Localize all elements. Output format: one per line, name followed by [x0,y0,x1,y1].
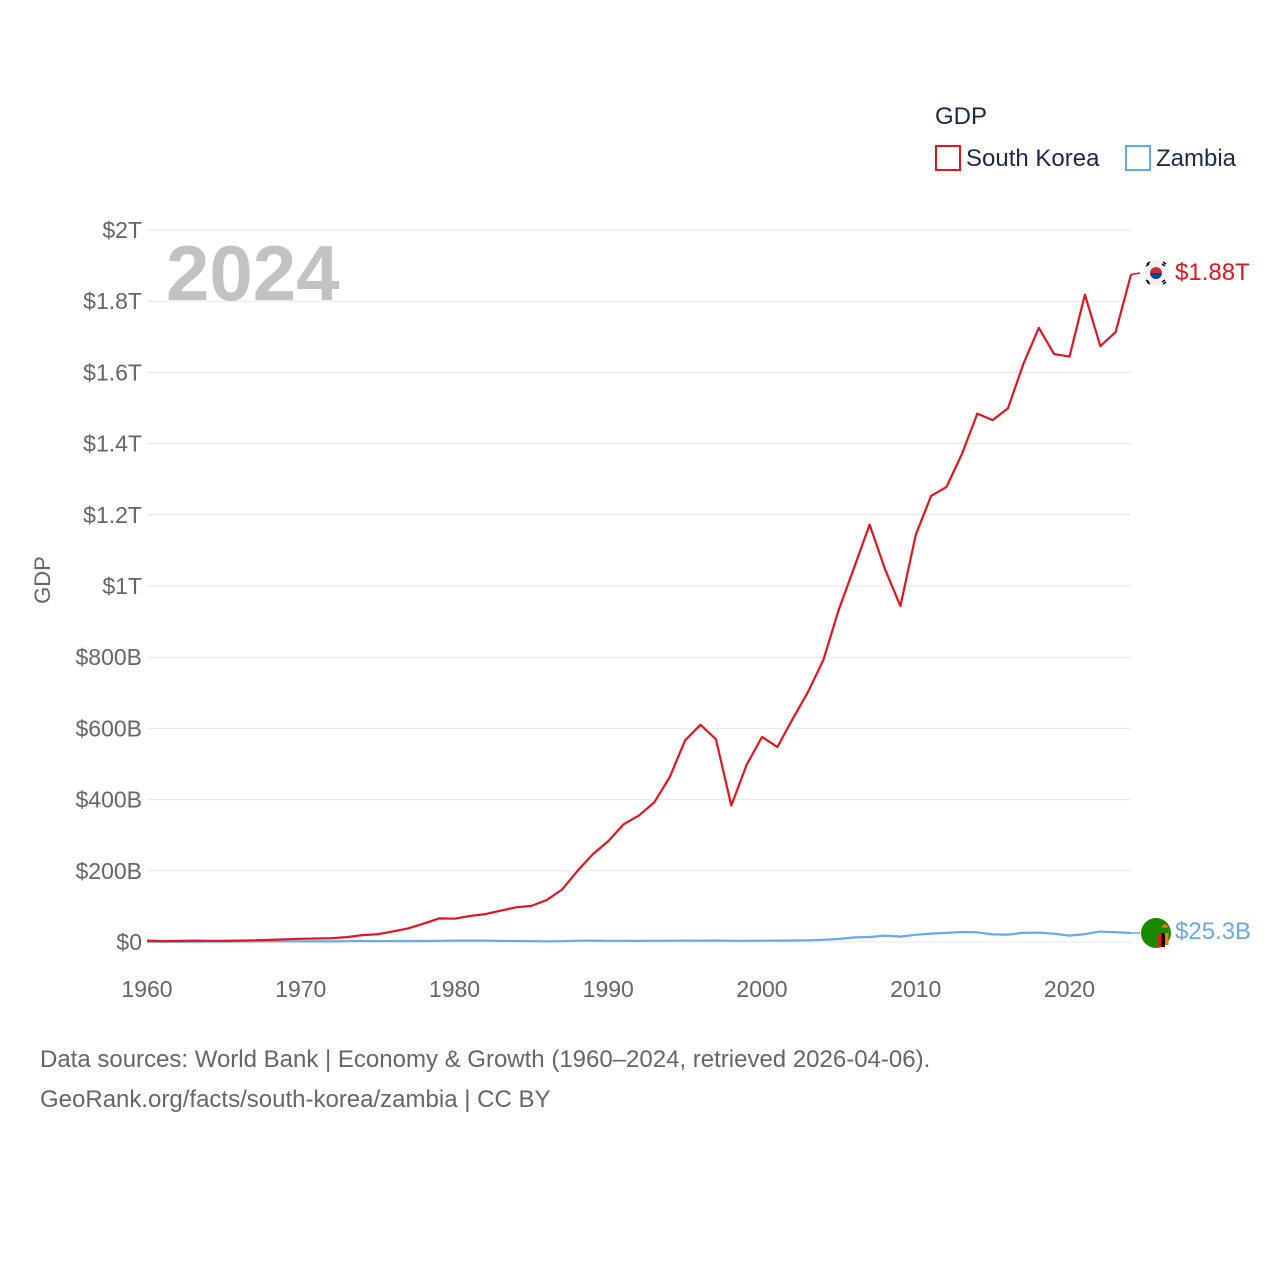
x-tick-label: 2010 [890,976,941,1002]
y-tick-label: $0 [116,929,142,955]
x-tick-label: 2020 [1044,976,1095,1002]
gdp-chart: $0 $200B $400B $600B $800B $1T $1.2T $1.4T $1.6T… [30,103,1251,1002]
end-label-south-korea: $1.88T [1175,259,1250,286]
end-label-zambia: $25.3B [1175,918,1251,945]
source-line: Data sources: World Bank | Economy & Gro… [40,1046,931,1073]
y-tick-label: $400B [75,787,142,813]
legend-label-south-korea: South Korea [966,145,1100,172]
current-year-label: 2024 [166,229,340,317]
legend-swatch-south-korea [935,145,961,171]
legend: GDP South Korea Zambia [935,103,1237,172]
x-axis-ticks: 1960 1970 1980 1990 2000 2010 2020 [121,976,1095,1002]
legend-item-south-korea[interactable]: South Korea [935,145,1100,172]
x-tick-label: 1970 [275,976,326,1002]
x-tick-label: 1960 [121,976,172,1002]
x-tick-label: 2000 [736,976,787,1002]
data-source-footer: Data sources: World Bank | Economy & Gro… [40,1040,930,1120]
legend-swatch-zambia [1125,145,1151,171]
y-axis-ticks: $0 $200B $400B $600B $800B $1T $1.2T $1.4T $1.6T… [75,217,142,955]
x-tick-label: 1990 [583,976,634,1002]
y-tick-label: $1.6T [83,359,142,385]
y-tick-label: $2T [102,217,142,243]
series-layer [146,272,1141,943]
zambia-flag-icon [1141,918,1171,948]
y-tick-label: $1.8T [83,288,142,314]
end-connector-south-korea [1130,272,1141,276]
legend-title: GDP [935,103,987,130]
attribution-line: GeoRank.org/facts/south-korea/zambia | C… [40,1086,551,1113]
gridlines [147,229,1131,943]
series-line-zambia[interactable] [147,930,1132,943]
y-tick-label: $200B [75,858,142,884]
y-axis-title: GDP [30,556,55,604]
y-tick-label: $1.4T [83,431,142,457]
y-tick-label: $800B [75,644,142,670]
y-tick-label: $1.2T [83,502,142,528]
x-tick-label: 1980 [429,976,480,1002]
legend-label-zambia: Zambia [1156,145,1237,172]
legend-item-zambia[interactable]: Zambia [1125,145,1237,172]
south-korea-flag-icon [1143,260,1169,286]
series-line-south-korea[interactable] [146,274,1133,943]
y-tick-label: $600B [75,715,142,741]
y-tick-label: $1T [102,573,142,599]
